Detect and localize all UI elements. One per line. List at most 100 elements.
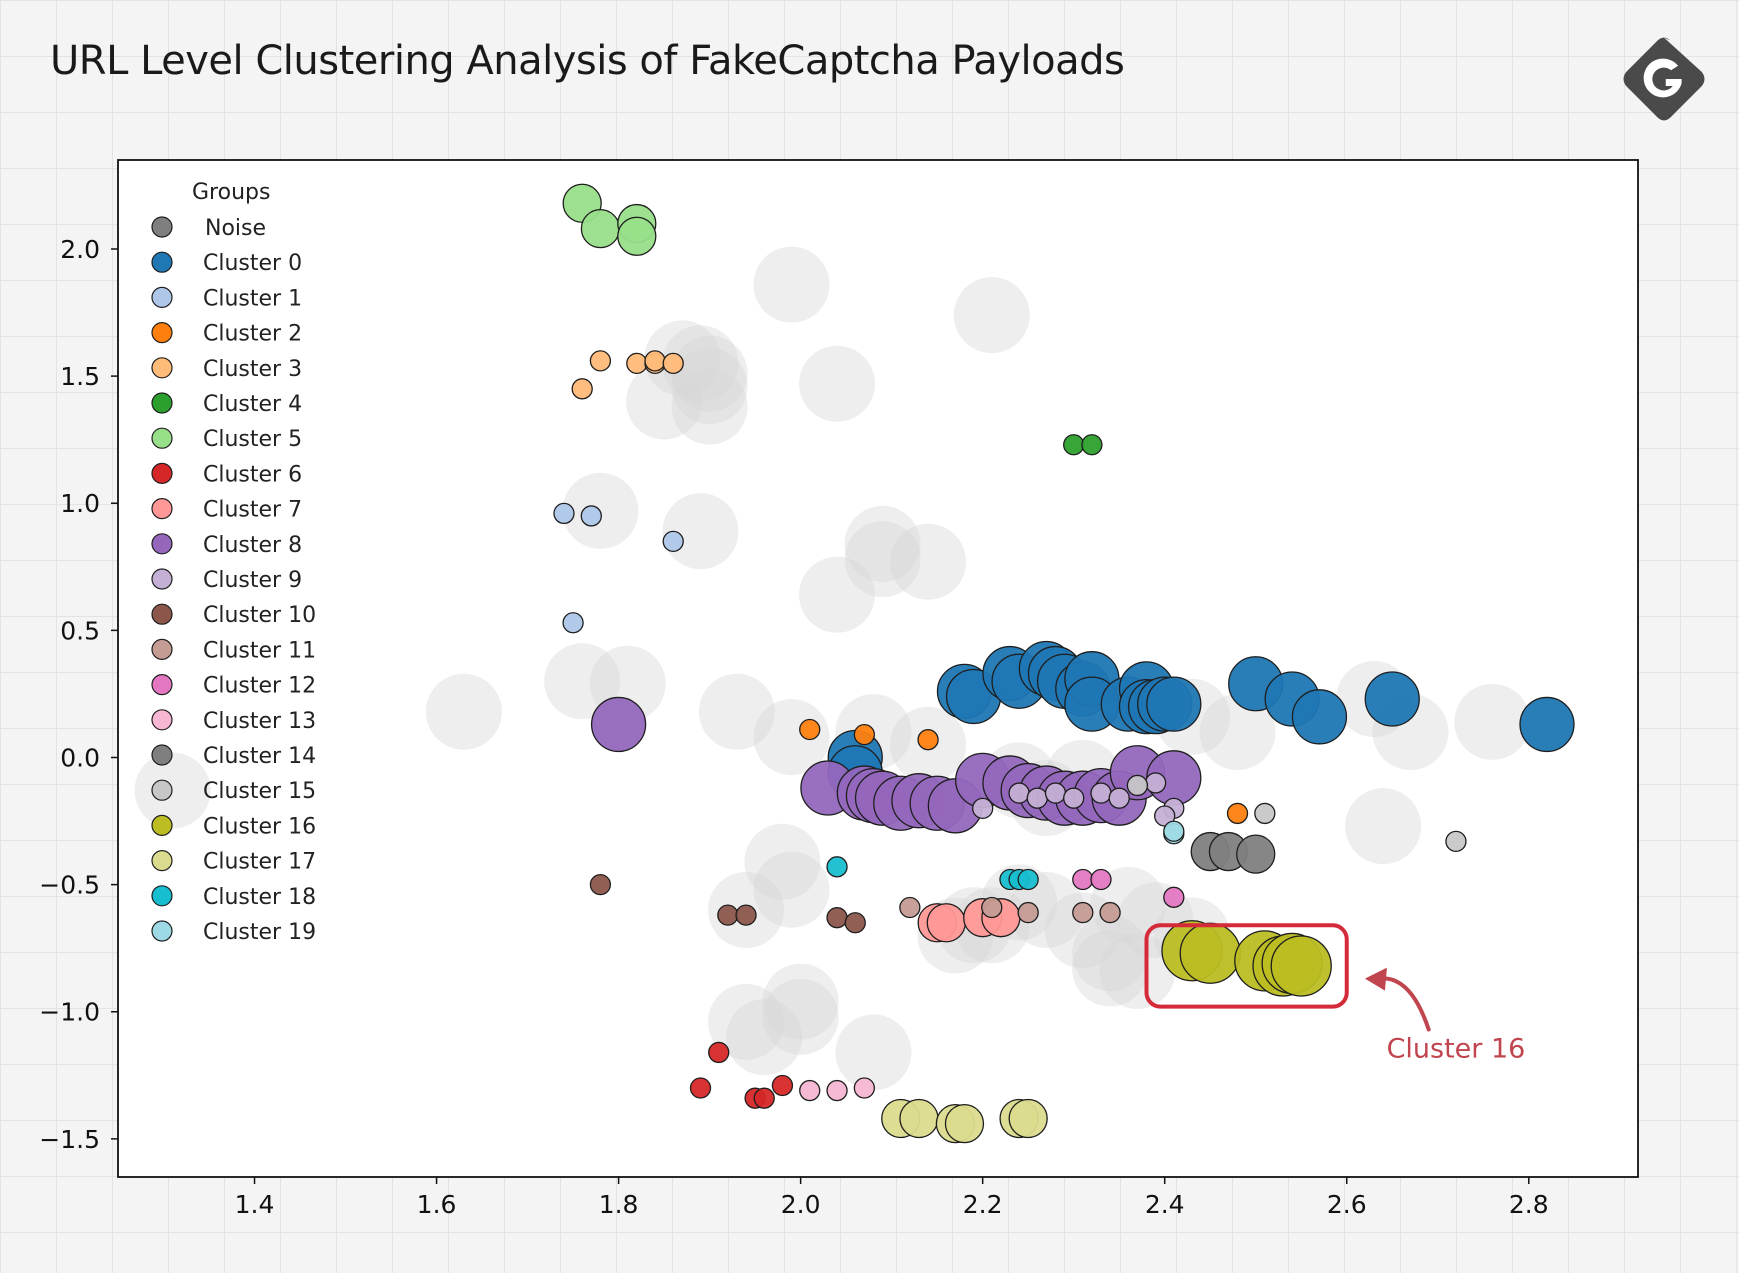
noise-point: [762, 978, 839, 1055]
noise-point: [753, 246, 830, 323]
y-tick-label: −1.0: [39, 998, 100, 1027]
noise-point: [753, 851, 830, 928]
legend: Groups Noise Cluster 0 Cluster 1 Cluster 2 C…: [151, 180, 316, 945]
y-tick-label: 1.5: [60, 362, 100, 391]
cluster-9-point: [972, 797, 994, 819]
logo-g-letter: [1643, 58, 1682, 98]
legend-marker-cluster-14: [151, 744, 173, 766]
legend-label-cluster-14: Cluster 14: [203, 744, 316, 769]
cluster-10-point: [844, 912, 866, 934]
cluster-3-point: [644, 350, 666, 372]
legend-label-cluster-5: Cluster 5: [203, 427, 302, 452]
cluster-0-point: [1364, 671, 1420, 727]
cluster-5-point: [617, 216, 657, 256]
annotation-label: Cluster 16: [1387, 1034, 1526, 1065]
x-tick-label: 2.4: [1145, 1190, 1185, 1219]
y-tick-label: 0.0: [60, 743, 100, 772]
cluster-layer: [553, 183, 1575, 1144]
noise-point: [698, 673, 775, 750]
legend-label-cluster-1: Cluster 1: [203, 286, 302, 311]
noise-point: [662, 325, 739, 402]
legend-marker-cluster-8: [151, 533, 173, 555]
cluster-5-point: [580, 208, 621, 249]
legend-label-cluster-18: Cluster 18: [203, 885, 316, 910]
noise-point: [671, 348, 748, 425]
noise-layer: [134, 246, 1531, 1091]
x-tick-label: 2.2: [963, 1190, 1003, 1219]
legend-marker-cluster-15: [151, 779, 173, 801]
cluster-10-point: [735, 904, 757, 926]
y-axis: 2.0 1.5 1.0 0.5 0.0 −0.5 −1.0 −1.5: [39, 235, 118, 1154]
noise-point: [425, 673, 502, 750]
legend-label-cluster-13: Cluster 13: [203, 709, 316, 734]
x-tick-label: 2.8: [1509, 1190, 1549, 1219]
legend-marker-cluster-10: [151, 603, 173, 625]
cluster-9-point: [1063, 787, 1085, 809]
noise-point: [544, 643, 621, 720]
cluster-18-point: [826, 856, 848, 878]
plot-area: [117, 159, 1639, 1178]
cluster-3-point: [626, 352, 648, 375]
legend-label-cluster-16: Cluster 16: [203, 814, 316, 839]
cluster-10-point: [826, 907, 848, 929]
legend-label-cluster-2: Cluster 2: [203, 322, 302, 347]
legend-label-cluster-9: Cluster 9: [203, 568, 302, 593]
cluster-15-point: [1254, 802, 1276, 825]
cluster-0-point: [1291, 689, 1348, 745]
highlight-box: [1144, 923, 1349, 1009]
legend-marker-cluster-19: [151, 920, 173, 942]
legend-marker-cluster-12: [151, 673, 173, 696]
cluster-15-point: [1445, 830, 1467, 853]
cluster-1-point: [662, 530, 684, 553]
cluster-10-point: [717, 904, 739, 926]
cluster-11-point: [1072, 901, 1094, 924]
legend-marker-cluster-17: [151, 849, 173, 872]
legend-marker-cluster-2: [151, 322, 173, 344]
noise-point: [753, 699, 830, 776]
noise-point: [1199, 694, 1276, 771]
cluster-12-point: [1163, 886, 1185, 908]
cluster-4-point: [1063, 434, 1085, 456]
cluster-1-point: [580, 505, 602, 527]
x-axis: 1.4 1.6 1.8 2.0 2.2 2.4 2.6 2.8: [235, 1177, 1549, 1219]
legend-marker-noise: [151, 216, 173, 238]
legend-label-cluster-7: Cluster 7: [203, 498, 302, 523]
cluster-2-point: [799, 718, 821, 741]
legend-marker-cluster-0: [151, 251, 173, 273]
cluster-2-point: [917, 729, 939, 751]
cluster-0-point: [1146, 676, 1202, 732]
cluster-19-point: [1163, 820, 1185, 842]
legend-label-cluster-11: Cluster 11: [203, 638, 316, 663]
noise-point: [134, 752, 211, 829]
x-tick-label: 2.6: [1327, 1190, 1367, 1219]
cluster-6-point: [771, 1074, 794, 1097]
cluster-1-point: [553, 502, 575, 525]
noise-point: [1072, 915, 1149, 992]
x-tick-label: 1.6: [417, 1190, 457, 1219]
noise-point: [1099, 933, 1176, 1010]
legend-label-cluster-12: Cluster 12: [203, 674, 316, 699]
noise-point: [671, 335, 748, 412]
legend-marker-cluster-4: [151, 392, 173, 414]
legend-marker-cluster-1: [151, 286, 173, 308]
cluster-7-point: [926, 903, 966, 943]
cluster-11-point: [1099, 901, 1121, 924]
noise-point: [1008, 872, 1085, 949]
noise-point: [1072, 930, 1149, 1007]
legend-label-noise: Noise: [205, 216, 266, 241]
noise-point: [835, 1014, 912, 1091]
x-tick-label: 2.0: [781, 1190, 821, 1219]
x-tick-label: 1.8: [599, 1190, 639, 1219]
legend-marker-cluster-16: [151, 814, 173, 837]
cluster-9-point: [1108, 787, 1130, 809]
legend-label-cluster-6: Cluster 6: [203, 462, 302, 487]
cluster-11-point: [899, 896, 921, 919]
cluster-3-point: [662, 352, 684, 375]
cluster-12-point: [1090, 868, 1112, 891]
legend-marker-cluster-5: [151, 427, 173, 449]
cluster-2-point: [1226, 802, 1249, 825]
cluster-16-point: [1270, 935, 1332, 997]
y-tick-label: −0.5: [39, 871, 100, 900]
noise-point: [626, 363, 703, 440]
